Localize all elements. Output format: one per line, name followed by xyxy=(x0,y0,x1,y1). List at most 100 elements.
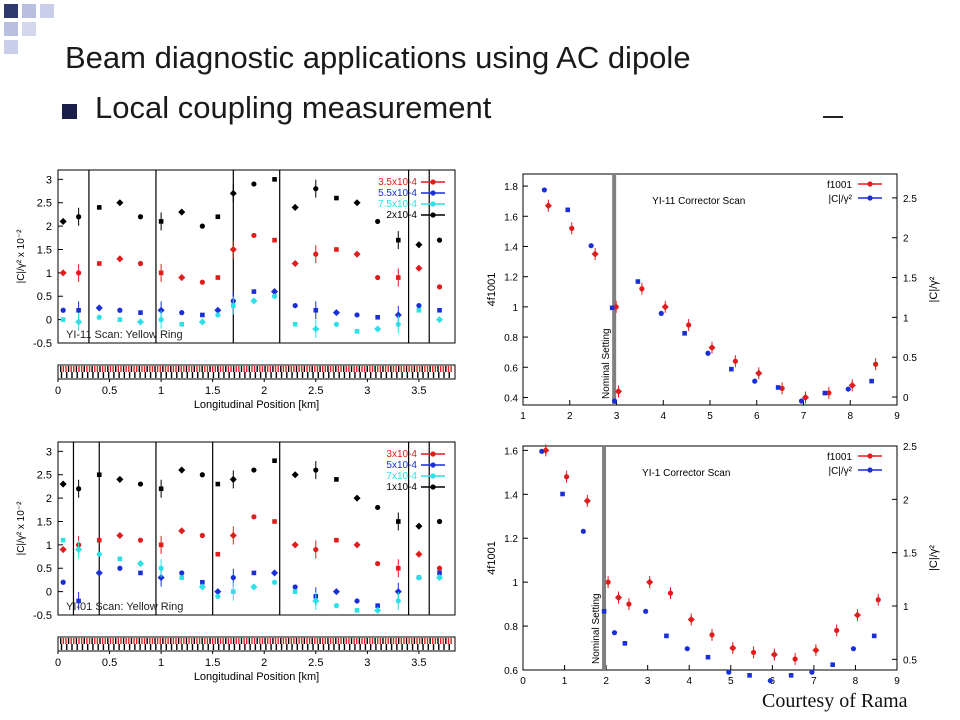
legend-label: 5.5x10-4 xyxy=(378,188,417,199)
y-axis-label: 4f1001 xyxy=(486,541,498,575)
lattice-element xyxy=(67,638,70,644)
x-tick-label: 2.5 xyxy=(308,385,323,397)
lattice-element xyxy=(351,644,354,650)
y-tick-label: 3 xyxy=(46,446,52,458)
lattice-element xyxy=(62,638,65,644)
data-point xyxy=(199,472,205,478)
lattice-element xyxy=(364,644,367,650)
chart-yi01-yellow-ring: -0.5 0 0.5 1 1.5 2 2.5 3 3x10-45x10-47x10-41x10-… xyxy=(16,441,456,683)
data-point xyxy=(436,565,443,571)
lattice-element xyxy=(139,644,141,650)
lattice-element xyxy=(230,366,232,372)
data-point xyxy=(291,541,299,549)
lattice-element xyxy=(130,638,133,644)
lattice-element xyxy=(115,644,118,650)
lattice-element xyxy=(191,638,193,644)
data-point xyxy=(158,486,164,492)
lattice-element xyxy=(411,638,413,644)
lattice-element xyxy=(100,644,102,650)
y-tick-label: 1.5 xyxy=(37,516,52,528)
lattice-element xyxy=(175,638,177,644)
data-point xyxy=(395,237,401,243)
lattice-element xyxy=(356,372,359,378)
plot-title: YI-11 Scan: Yellow Ring xyxy=(66,329,183,341)
lattice-element xyxy=(191,644,194,650)
lattice-element xyxy=(299,372,301,378)
lattice-element xyxy=(201,638,203,644)
y-tick-label: 1.2 xyxy=(504,534,518,545)
lattice-element xyxy=(324,366,327,372)
lattice-element xyxy=(152,644,154,650)
data-point-f1001 xyxy=(569,225,575,231)
y-right-tick-label: 1.5 xyxy=(903,274,917,285)
lattice-element xyxy=(443,644,445,650)
lattice-element xyxy=(121,644,123,650)
lattice-element xyxy=(337,638,340,644)
lattice-element xyxy=(162,366,164,372)
data-point xyxy=(215,214,221,220)
data-point-coupling xyxy=(658,310,664,316)
data-point xyxy=(375,504,381,511)
lattice-element xyxy=(180,366,182,372)
data-point-f1001 xyxy=(779,385,785,391)
data-point xyxy=(436,518,443,525)
lattice-element xyxy=(348,638,350,644)
lattice-element xyxy=(275,372,278,378)
lattice-element xyxy=(220,644,223,650)
lattice-element xyxy=(211,366,214,372)
lattice-element xyxy=(212,372,215,378)
data-point xyxy=(229,189,237,197)
data-point xyxy=(375,560,381,567)
lattice-element xyxy=(173,644,175,650)
lattice-element xyxy=(266,366,269,372)
lattice-element xyxy=(110,372,112,378)
lattice-element xyxy=(419,372,422,378)
lattice-element xyxy=(288,372,291,378)
lattice-element xyxy=(422,644,424,650)
lattice-element xyxy=(388,644,390,650)
lattice-element xyxy=(183,372,186,378)
lattice-element xyxy=(149,638,151,644)
lattice-element xyxy=(118,372,120,378)
lattice-element xyxy=(246,366,248,372)
plot-title: YI-1 Corrector Scan xyxy=(642,468,730,479)
data-point xyxy=(178,466,186,474)
lattice-element xyxy=(102,372,105,378)
lattice-element xyxy=(301,638,303,644)
data-point xyxy=(395,519,401,524)
lattice-element xyxy=(259,638,261,644)
lattice-element xyxy=(269,638,271,644)
data-point xyxy=(215,275,221,280)
lattice-element xyxy=(209,366,211,372)
lattice-element xyxy=(249,644,251,650)
lattice-element xyxy=(442,366,444,372)
lattice-element xyxy=(314,366,316,372)
lattice-element xyxy=(220,372,223,378)
lattice-element xyxy=(424,366,426,372)
lattice-element xyxy=(291,644,293,650)
lattice-element xyxy=(270,644,272,650)
lattice-element xyxy=(198,366,201,372)
data-point xyxy=(138,570,143,576)
lattice-element xyxy=(353,638,355,644)
lattice-element xyxy=(427,372,429,378)
lattice-element xyxy=(78,366,80,372)
lattice-element xyxy=(322,366,324,372)
lattice-element xyxy=(298,638,300,644)
legend-label: |C|/γ² xyxy=(828,466,852,477)
data-point xyxy=(435,574,444,582)
lattice-element xyxy=(170,366,172,372)
data-point xyxy=(59,269,67,277)
lattice-element xyxy=(120,366,122,372)
lattice-element xyxy=(181,644,183,650)
y-tick-label: 1.4 xyxy=(504,242,518,253)
y-tick-label: 0.4 xyxy=(504,393,518,404)
lattice-element xyxy=(214,638,216,644)
data-point-coupling xyxy=(869,378,874,384)
data-point xyxy=(291,203,299,211)
lattice-element xyxy=(296,644,298,650)
lattice-element xyxy=(371,366,374,372)
data-point xyxy=(291,471,299,479)
data-point xyxy=(76,307,81,313)
lattice-element xyxy=(301,366,303,372)
